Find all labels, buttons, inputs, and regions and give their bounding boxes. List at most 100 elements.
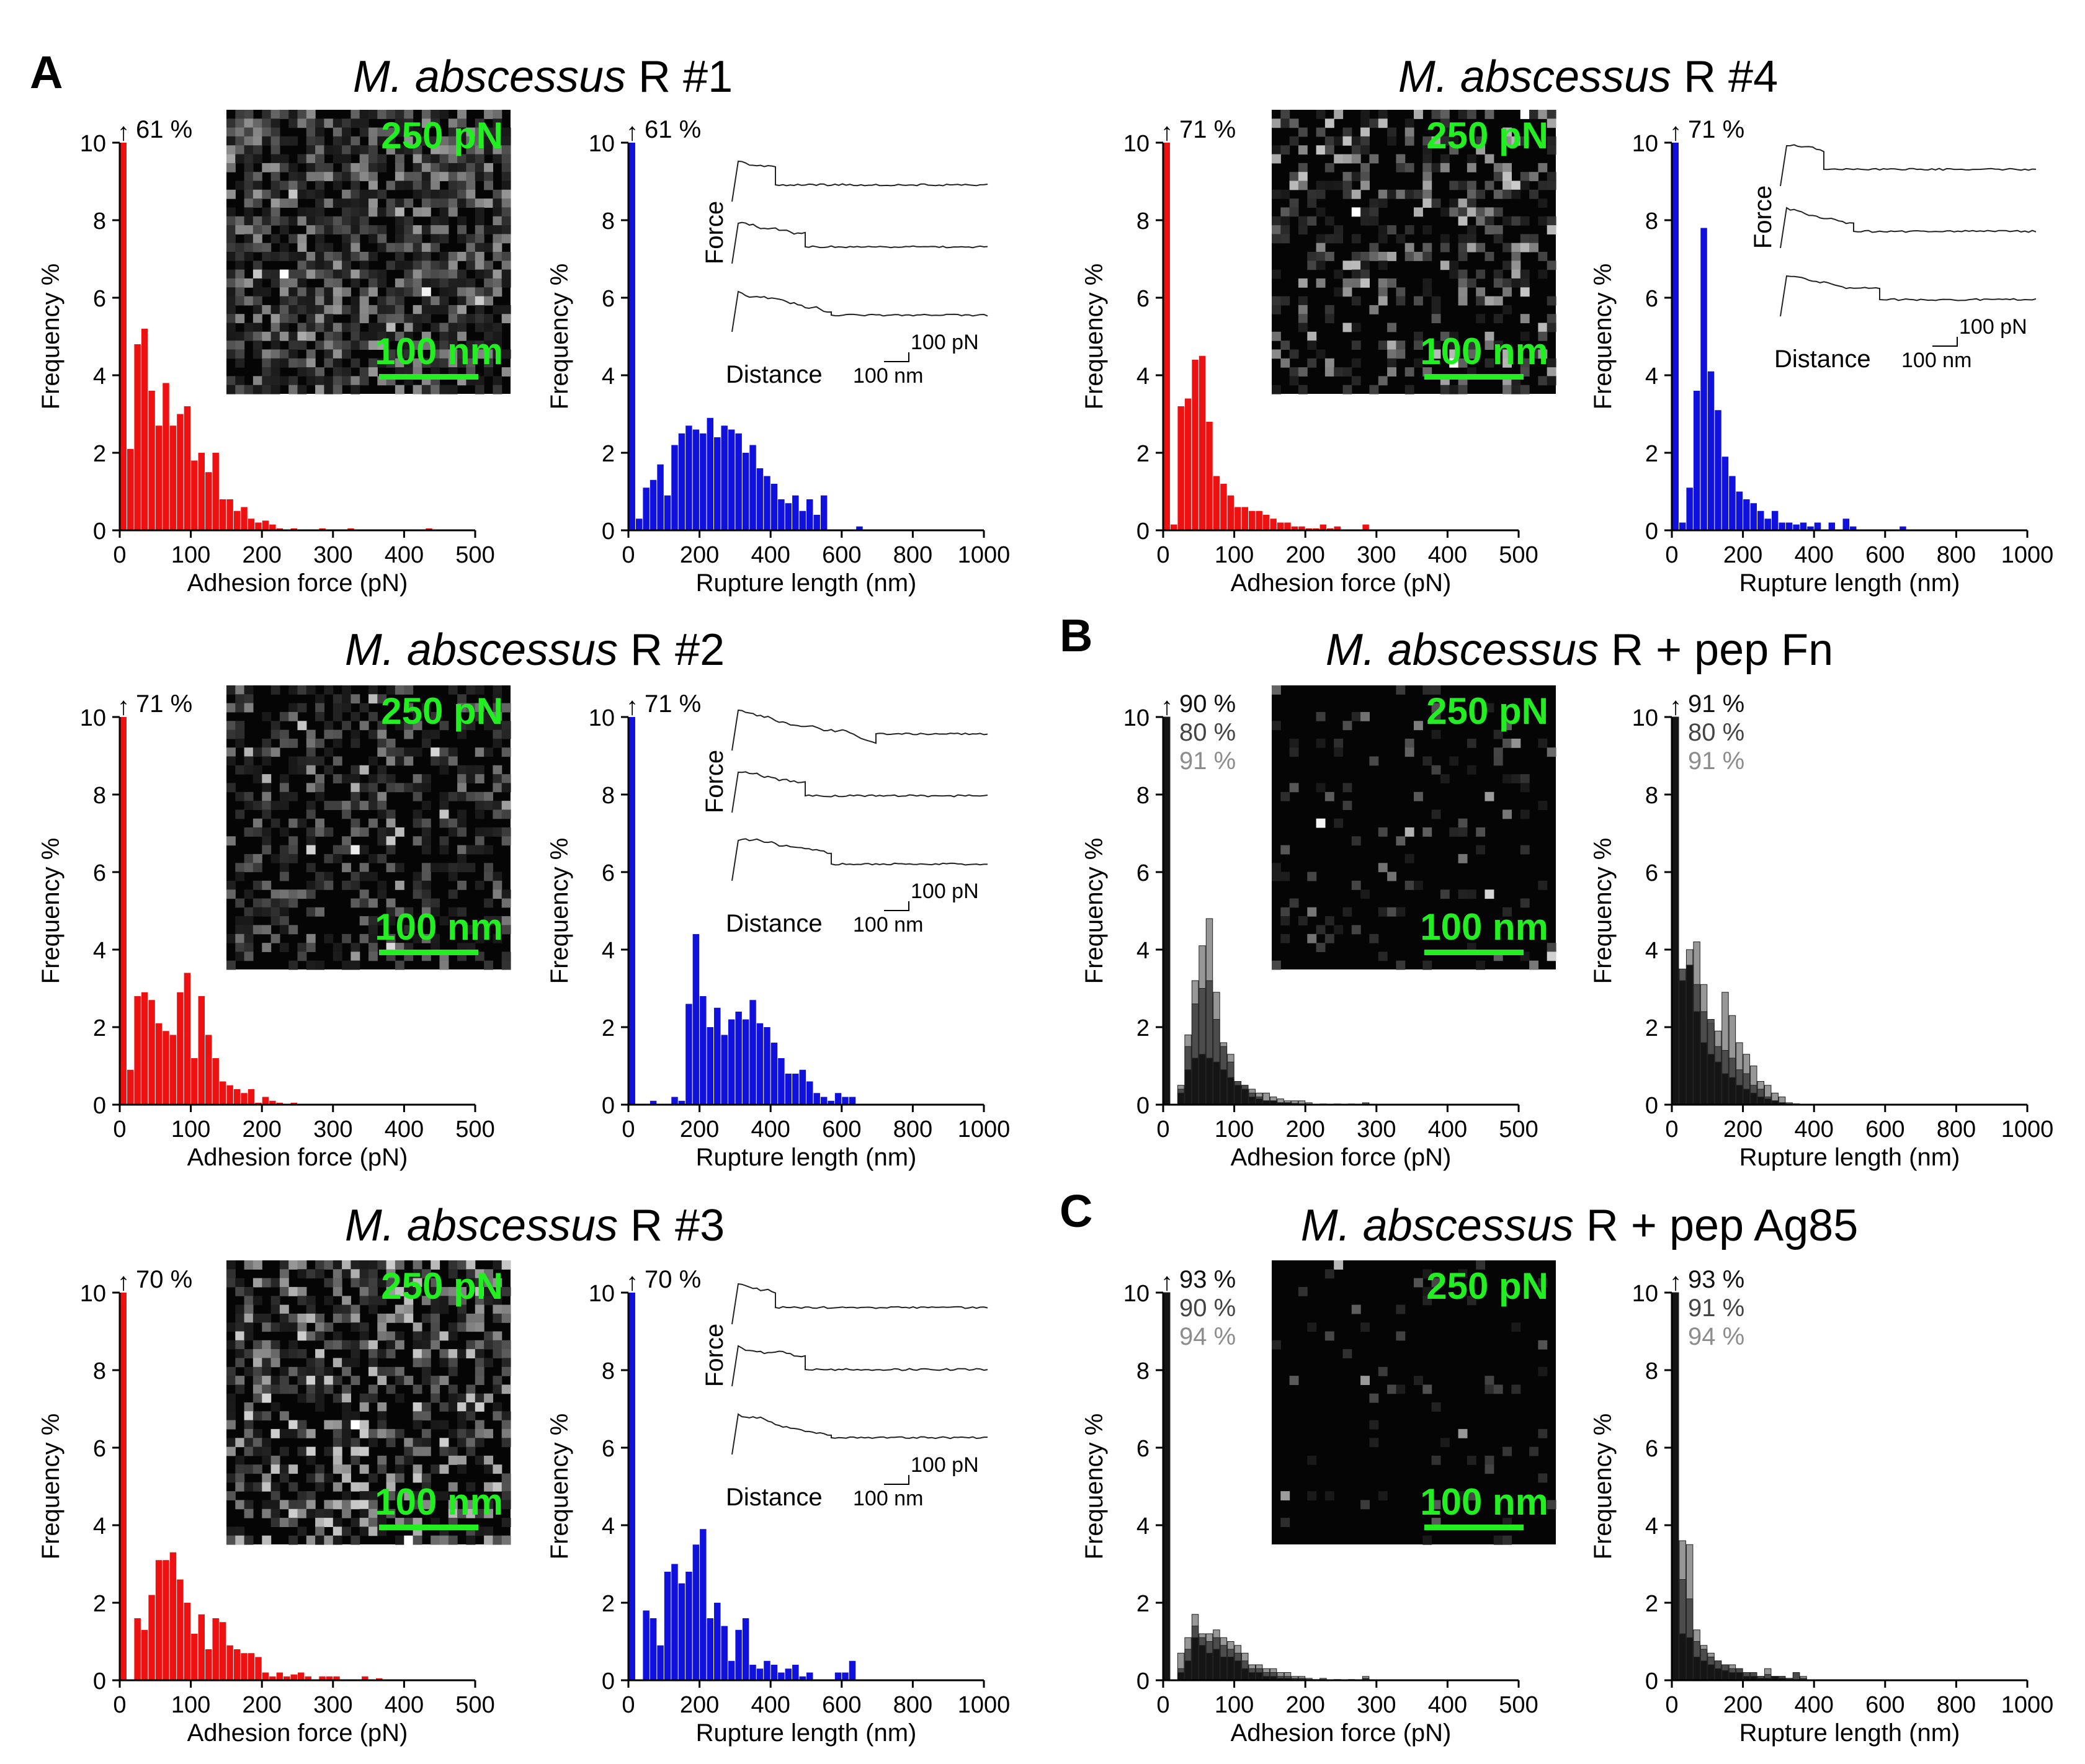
map-pixel (252, 314, 262, 324)
bar-R4-rupture-1 (1679, 522, 1686, 530)
map-pixel (359, 1446, 369, 1456)
map-pixel (413, 243, 422, 252)
map-pixel (1502, 278, 1512, 288)
map-pixel (350, 243, 360, 252)
map-pixel (279, 358, 289, 368)
map-pixel (1324, 163, 1334, 172)
bar-R4-rupture-32 (1900, 526, 1906, 530)
bar-Ag85-rupture-dark-8 (1728, 1672, 1736, 1681)
map-pixel (350, 1313, 360, 1323)
map-pixel (484, 960, 493, 970)
map-pixel (244, 827, 254, 837)
y-tick-label: 0 (602, 519, 615, 545)
map-pixel (1298, 145, 1308, 155)
map-pixel (1324, 916, 1334, 925)
map-pixel (359, 863, 369, 873)
map-pixel (421, 1482, 431, 1492)
map-pixel (368, 951, 378, 961)
map-pixel (1272, 189, 1281, 199)
map-pixel (1298, 180, 1308, 190)
map-pixel (501, 189, 511, 199)
map-pixel (359, 1500, 369, 1510)
map-pixel (235, 180, 245, 190)
map-pixel (377, 827, 387, 837)
bar-R2-rupture-11 (707, 1027, 714, 1105)
map-pixel (350, 296, 360, 306)
map-pixel (306, 110, 316, 119)
map-pixel (333, 1420, 342, 1430)
map-pixel (1298, 216, 1308, 226)
y-tick-label: 10 (80, 1281, 106, 1307)
map-pixel (457, 136, 467, 146)
map-pixel (431, 172, 440, 182)
map-pixel (252, 261, 262, 270)
map-pixel (448, 818, 458, 828)
clipped-bin-percentage: 94 % (1688, 1323, 1744, 1350)
map-pixel (475, 791, 484, 801)
map-pixel (457, 694, 467, 704)
map-pixel (466, 180, 476, 190)
map-pixel (235, 694, 245, 704)
map-pixel (1404, 385, 1414, 394)
map-pixel (484, 1482, 493, 1492)
map-pixel (359, 314, 369, 324)
map-pixel (501, 314, 511, 324)
map-pixel (448, 349, 458, 359)
bar-R3-rupture-12 (714, 1603, 721, 1680)
map-pixel (279, 1366, 289, 1376)
map-pixel (404, 1313, 414, 1323)
map-pixel (484, 1358, 493, 1368)
map-pixel (475, 1358, 484, 1368)
map-pixel (448, 1358, 458, 1368)
map-pixel (395, 314, 404, 324)
map-pixel (413, 889, 422, 899)
map-pixel (306, 1455, 316, 1465)
map-pixel (475, 225, 484, 234)
map-pixel (244, 154, 254, 164)
map-pixel (279, 1464, 289, 1474)
map-pixel (297, 756, 307, 766)
x-tick-label: 200 (1723, 1692, 1762, 1718)
x-tick-label: 400 (385, 542, 424, 568)
map-pixel (1360, 216, 1370, 226)
map-pixel (493, 189, 502, 199)
map-pixel (404, 925, 414, 935)
bar-R4-adhesion-8 (1220, 484, 1227, 530)
map-pixel (431, 1296, 440, 1306)
map-pixel (350, 234, 360, 244)
map-pixel (1458, 1269, 1468, 1279)
y-tick-label: 0 (1136, 519, 1150, 545)
map-pixel (421, 1296, 431, 1306)
map-pixel (315, 1393, 324, 1403)
bar-R3-adhesion-12 (205, 1649, 212, 1680)
map-pixel (226, 127, 236, 137)
map-pixel (413, 136, 422, 146)
x-tick-label: 400 (1794, 1692, 1833, 1718)
map-pixel (342, 721, 351, 731)
bar-R4-adhesion-20 (1305, 528, 1313, 530)
distance-scale-label: 100 nm (853, 913, 923, 937)
map-pixel (377, 694, 387, 704)
map-pixel (1316, 127, 1326, 137)
map-pixel (262, 1411, 272, 1421)
map-pixel (386, 818, 396, 828)
map-pixel (493, 287, 502, 297)
map-pixel (475, 154, 484, 164)
map-pixel (368, 234, 378, 244)
map-pixel (279, 163, 289, 172)
map-pixel (359, 889, 369, 899)
map-pixel (1485, 1384, 1494, 1394)
map-pixel (1387, 136, 1396, 146)
map-pixel (262, 1376, 272, 1385)
map-pixel (448, 1402, 458, 1412)
map-pixel (484, 1340, 493, 1350)
map-pixel (421, 836, 431, 846)
bar-R2-adhesion-5 (155, 1023, 163, 1105)
y-tick-label: 10 (1123, 131, 1150, 157)
map-pixel (413, 1411, 422, 1421)
map-pixel (448, 756, 458, 766)
map-pixel (368, 801, 378, 810)
map-pixel (466, 1438, 476, 1448)
x-tick-label: 200 (680, 1692, 719, 1718)
map-pixel (244, 801, 254, 810)
